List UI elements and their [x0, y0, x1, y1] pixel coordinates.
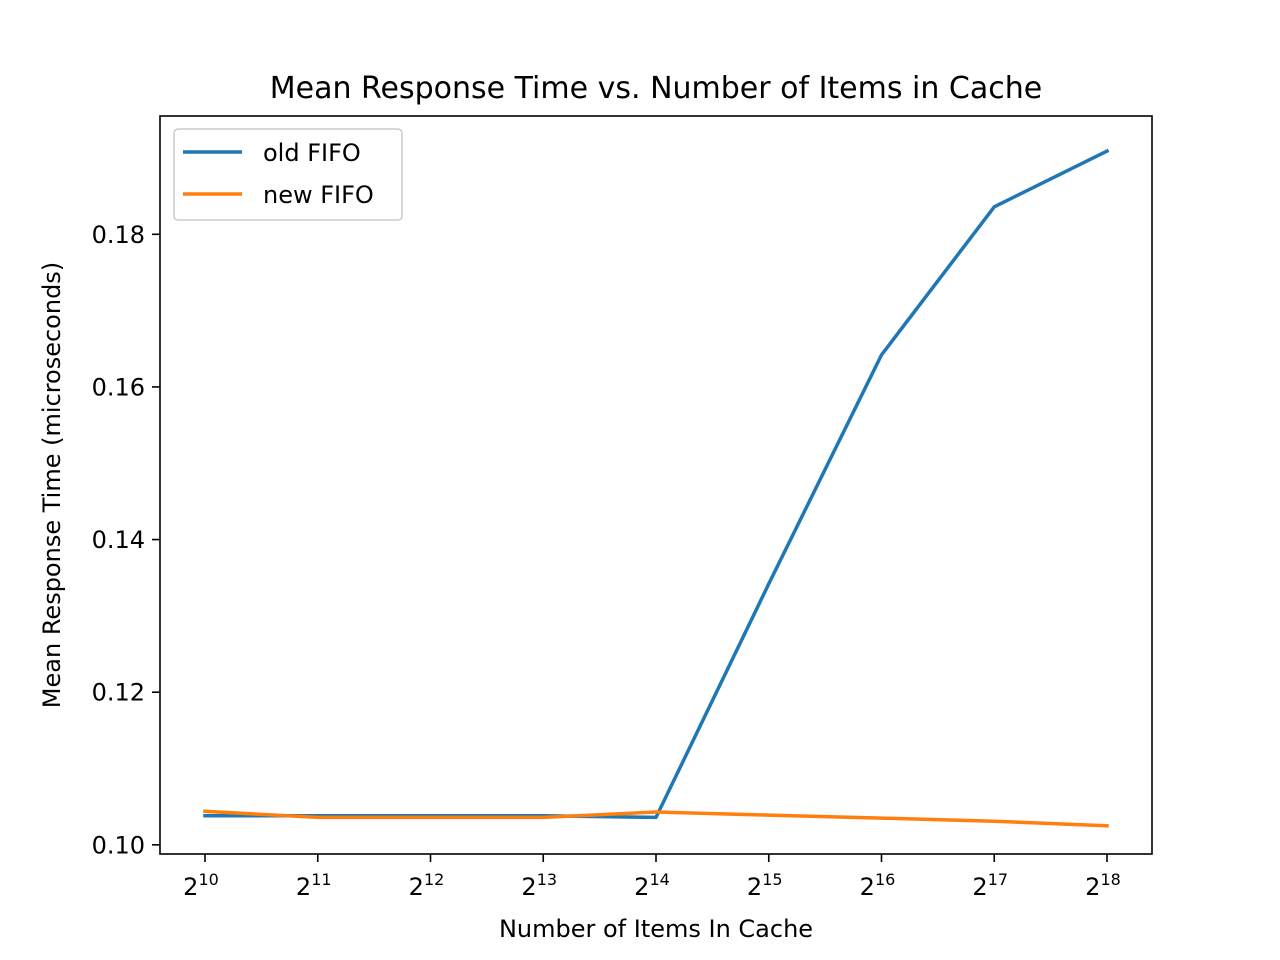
x-tick-label: 212 [409, 870, 445, 901]
y-tick-label: 0.18 [92, 221, 145, 249]
legend-label-new-fifo: new FIFO [263, 181, 374, 209]
series-layer [203, 148, 1110, 828]
x-axis-label: Number of Items In Cache [499, 915, 813, 943]
legend: old FIFO new FIFO [173, 128, 403, 221]
x-tick-label: 216 [860, 870, 896, 901]
legend-label-old-fifo: old FIFO [263, 139, 361, 167]
y-tick-label: 0.14 [92, 526, 145, 554]
x-tick-label: 213 [521, 870, 557, 901]
y-axis-ticks: 0.10 0.12 0.14 0.16 0.18 [92, 221, 160, 859]
y-tick-label: 0.10 [92, 831, 145, 859]
x-tick-label: 218 [1085, 870, 1121, 901]
y-tick-label: 0.12 [92, 679, 145, 707]
x-axis-ticks: 210 211 212 213 214 215 216 217 218 [183, 854, 1121, 901]
axes-frame [159, 115, 1153, 855]
series-line-new-fifo [203, 809, 1109, 828]
y-tick-label: 0.16 [92, 373, 145, 401]
x-tick-label: 215 [747, 870, 783, 901]
x-tick-label: 214 [634, 870, 670, 901]
y-axis-label: Mean Response Time (microseconds) [38, 262, 66, 708]
x-tick-label: 210 [183, 870, 219, 901]
chart-title: Mean Response Time vs. Number of Items i… [270, 71, 1042, 106]
x-tick-label: 211 [296, 870, 332, 901]
plot-area [159, 115, 1153, 855]
x-tick-label: 217 [972, 870, 1008, 901]
